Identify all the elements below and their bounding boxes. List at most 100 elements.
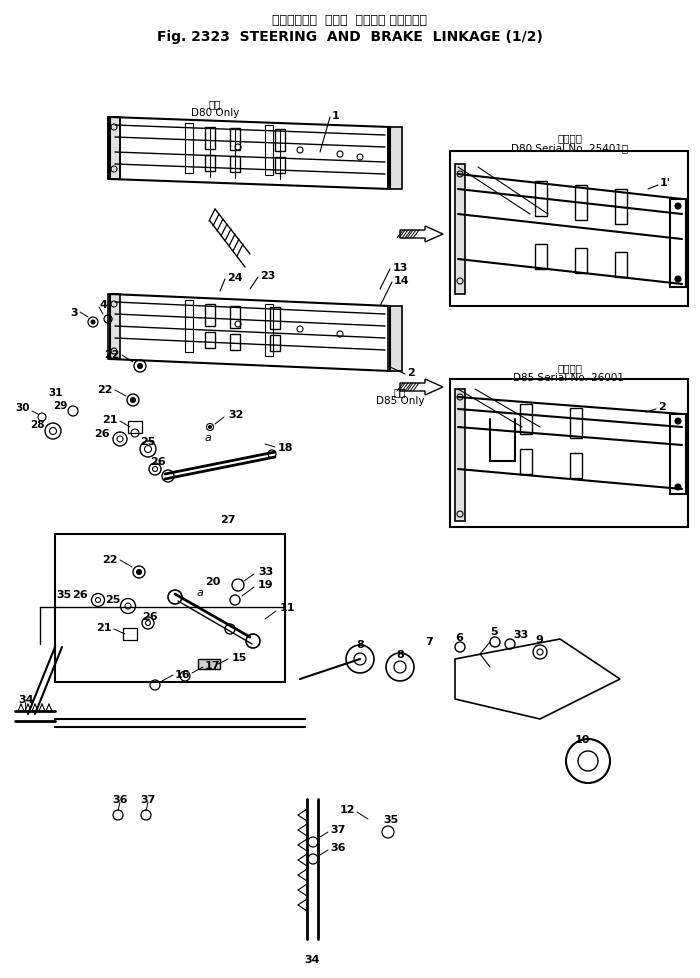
Bar: [520, 450, 532, 474]
Bar: [670, 415, 686, 495]
Bar: [123, 628, 137, 641]
Text: 16: 16: [175, 669, 190, 680]
Text: 8: 8: [356, 640, 364, 649]
Text: 21: 21: [102, 415, 118, 424]
Bar: [270, 335, 280, 352]
Bar: [575, 248, 587, 274]
Text: 21: 21: [97, 622, 112, 633]
Text: 18: 18: [278, 443, 293, 453]
Text: 7: 7: [425, 637, 433, 646]
Bar: [275, 130, 285, 152]
Text: 13: 13: [393, 263, 408, 273]
Bar: [275, 157, 285, 174]
Text: 32: 32: [228, 410, 244, 420]
Text: 20: 20: [205, 576, 220, 587]
Circle shape: [137, 364, 143, 369]
Bar: [520, 405, 532, 434]
Text: 30: 30: [15, 403, 30, 413]
Bar: [455, 165, 465, 294]
Text: 26: 26: [142, 611, 158, 621]
Bar: [535, 182, 547, 217]
Bar: [205, 333, 215, 348]
Text: 2: 2: [407, 368, 414, 378]
Text: D85 Only: D85 Only: [376, 395, 424, 406]
Bar: [570, 454, 582, 478]
Text: D80 Serial No. 25401～: D80 Serial No. 25401～: [512, 143, 629, 153]
Bar: [615, 252, 627, 278]
Bar: [108, 294, 120, 360]
Text: 34: 34: [304, 954, 320, 964]
Text: 33: 33: [513, 630, 528, 640]
Text: 適用号機: 適用号機: [557, 133, 582, 143]
Text: 26: 26: [94, 428, 110, 438]
Text: 15: 15: [232, 652, 247, 662]
Circle shape: [209, 426, 211, 429]
Text: ステアリング  および  ブレーキ リンケージ: ステアリング および ブレーキ リンケージ: [272, 14, 428, 26]
Text: 35: 35: [57, 590, 72, 600]
Text: 26: 26: [150, 457, 166, 467]
Text: 22: 22: [102, 555, 118, 564]
Bar: [185, 300, 193, 353]
Text: 27: 27: [220, 514, 235, 524]
Bar: [185, 124, 193, 174]
Text: a: a: [204, 432, 211, 443]
Text: D80 Only: D80 Only: [191, 108, 239, 118]
Bar: [450, 379, 688, 527]
Circle shape: [675, 277, 681, 283]
Text: 適用号機: 適用号機: [557, 363, 582, 373]
Bar: [535, 244, 547, 270]
Bar: [55, 534, 285, 683]
Circle shape: [675, 484, 681, 491]
Bar: [205, 305, 215, 327]
Text: 5: 5: [490, 626, 498, 637]
Text: a: a: [197, 588, 204, 598]
Bar: [670, 200, 686, 288]
Text: Fig. 2323  STEERING  AND  BRAKE  LINKAGE (1/2): Fig. 2323 STEERING AND BRAKE LINKAGE (1/…: [157, 30, 543, 44]
Text: 25: 25: [104, 595, 120, 604]
Text: 11: 11: [280, 602, 295, 612]
Circle shape: [130, 398, 136, 403]
Text: 31: 31: [48, 387, 63, 398]
Text: 17: 17: [205, 660, 220, 670]
Text: 19: 19: [258, 579, 274, 590]
Text: 14: 14: [394, 276, 410, 286]
Text: 1: 1: [332, 111, 340, 121]
Text: 22: 22: [104, 350, 120, 360]
Text: 9: 9: [535, 635, 543, 645]
Bar: [230, 334, 240, 351]
Bar: [205, 128, 215, 150]
Bar: [575, 186, 587, 221]
Bar: [270, 308, 280, 330]
Bar: [108, 118, 120, 180]
Bar: [388, 307, 402, 372]
Bar: [230, 156, 240, 173]
Text: 12: 12: [340, 804, 355, 814]
Bar: [230, 129, 240, 151]
Bar: [615, 190, 627, 225]
Circle shape: [675, 203, 681, 210]
Text: 10: 10: [575, 734, 590, 744]
Text: 25: 25: [140, 436, 155, 447]
Text: 8: 8: [396, 649, 404, 659]
Text: 28: 28: [31, 420, 45, 429]
Bar: [455, 389, 465, 521]
Text: D85 Serial No. 26001-: D85 Serial No. 26001-: [512, 373, 627, 382]
Circle shape: [136, 570, 141, 575]
Text: 専用: 専用: [209, 99, 221, 109]
Text: 34: 34: [18, 694, 34, 704]
Bar: [388, 128, 402, 190]
Text: 1': 1': [660, 178, 671, 188]
Text: 24: 24: [227, 273, 243, 283]
Bar: [265, 126, 273, 176]
Bar: [265, 305, 273, 357]
Bar: [198, 659, 220, 669]
Bar: [205, 156, 215, 172]
Text: 33: 33: [258, 566, 273, 576]
Text: 23: 23: [260, 271, 275, 281]
Text: 37: 37: [330, 824, 345, 834]
Text: 4: 4: [100, 299, 108, 310]
Text: 6: 6: [455, 633, 463, 643]
Text: 35: 35: [383, 814, 398, 824]
Circle shape: [675, 419, 681, 424]
Bar: [128, 422, 142, 433]
